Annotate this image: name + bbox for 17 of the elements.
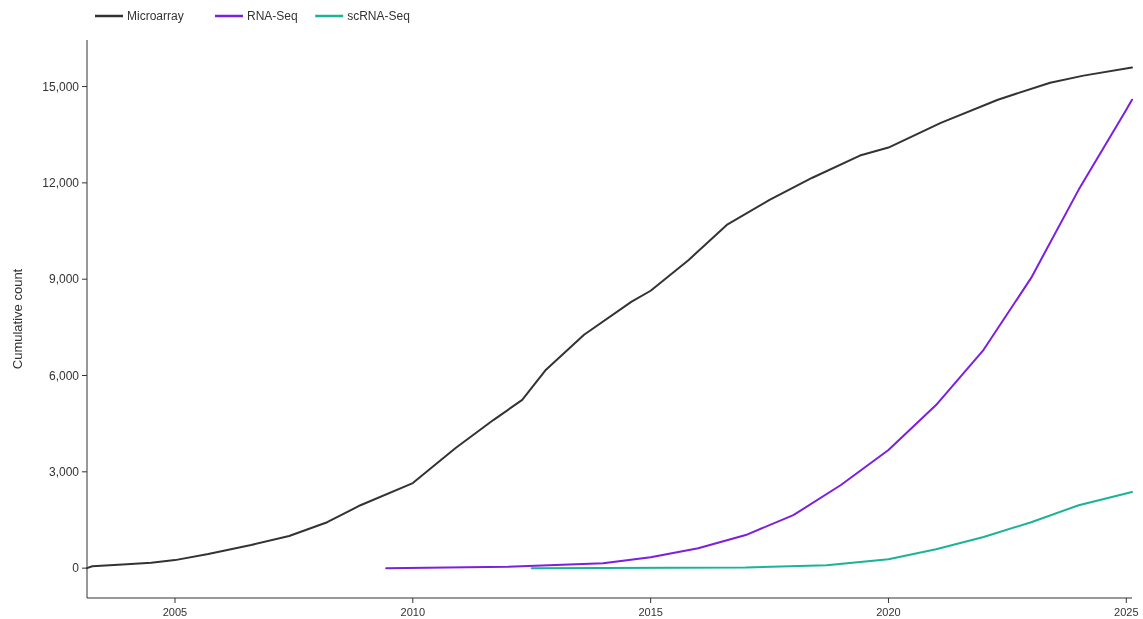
y-tick-label: 15,000: [42, 79, 80, 94]
x-tick-label: 2015: [638, 606, 663, 618]
line-series: [530, 491, 1133, 570]
x-tick-label: 2025: [1114, 606, 1139, 618]
legend-label: scRNA-Seq: [347, 9, 410, 23]
legend-label: Microarray: [127, 9, 184, 23]
x-tick-label: 2010: [400, 606, 426, 618]
y-tick-label: 6,000: [48, 368, 80, 383]
legend-label: RNA-Seq: [247, 9, 298, 23]
x-tick-label: 2005: [162, 606, 188, 618]
y-axis-title: Cumulative count: [10, 268, 25, 370]
line-series: [385, 98, 1133, 570]
x-tick-label: 2020: [876, 606, 901, 618]
y-tick-label: 3,000: [48, 464, 80, 479]
y-tick-label: 9,000: [48, 272, 80, 287]
y-tick-label: 12,000: [42, 175, 80, 190]
y-tick-label: 0: [72, 561, 80, 576]
